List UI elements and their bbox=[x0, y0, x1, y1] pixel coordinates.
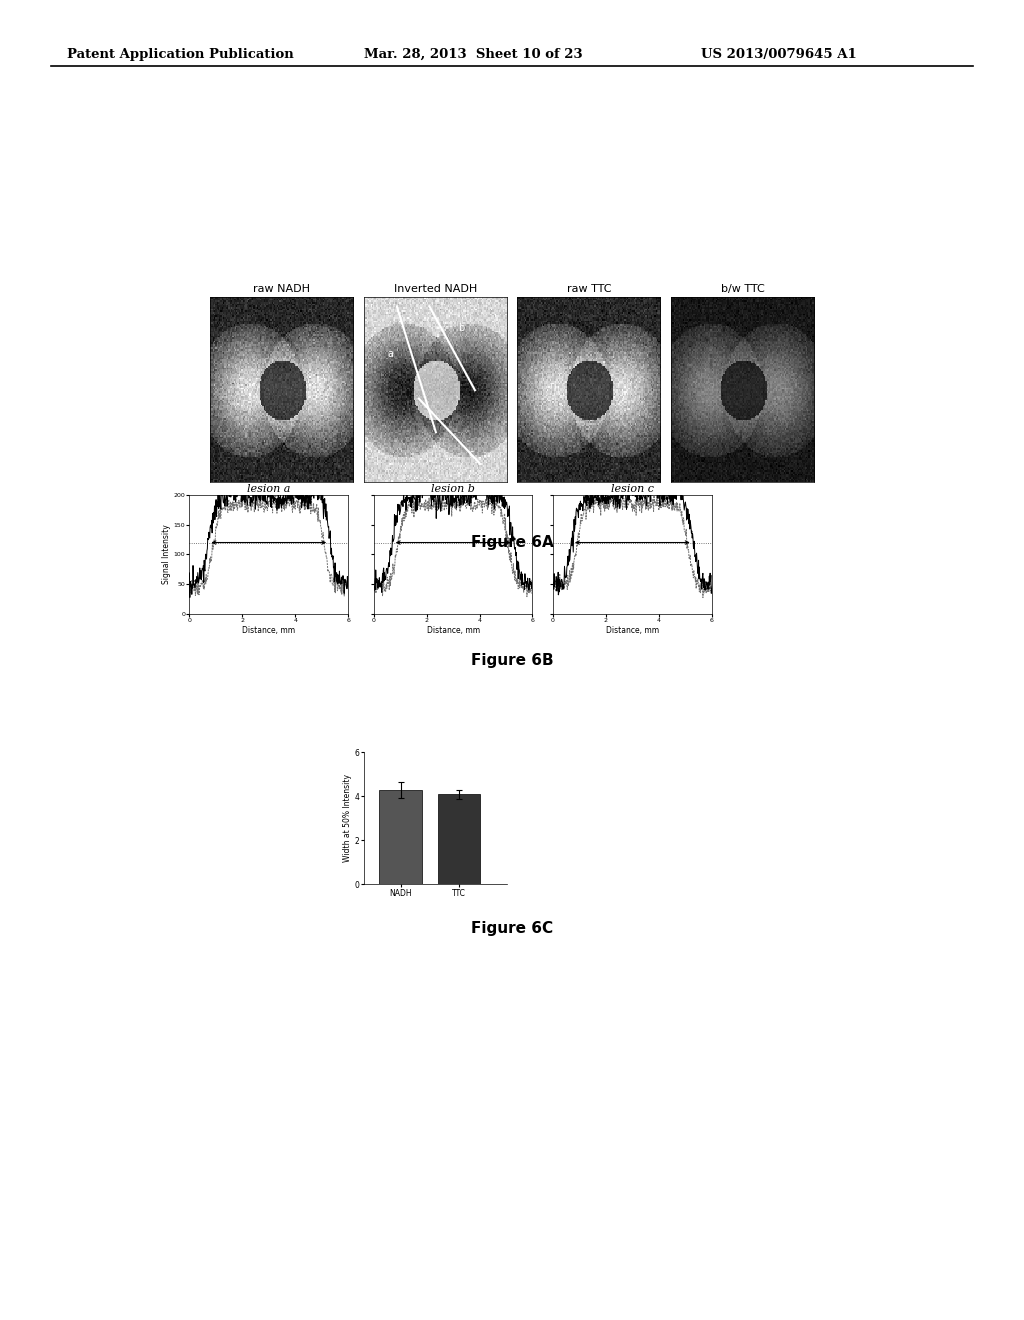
Text: b: b bbox=[458, 323, 464, 334]
X-axis label: Distance, mm: Distance, mm bbox=[606, 626, 658, 635]
Title: lesion b: lesion b bbox=[431, 484, 475, 494]
Text: raw NADH: raw NADH bbox=[253, 284, 310, 294]
Text: c: c bbox=[468, 449, 474, 459]
Title: lesion c: lesion c bbox=[611, 484, 653, 494]
Text: b/w TTC: b/w TTC bbox=[721, 284, 764, 294]
X-axis label: Distance, mm: Distance, mm bbox=[243, 626, 295, 635]
Text: Inverted NADH: Inverted NADH bbox=[393, 284, 477, 294]
Text: a: a bbox=[388, 348, 393, 359]
Text: raw TTC: raw TTC bbox=[566, 284, 611, 294]
Text: Figure 6B: Figure 6B bbox=[471, 653, 553, 668]
Text: Figure 6C: Figure 6C bbox=[471, 921, 553, 936]
Text: Patent Application Publication: Patent Application Publication bbox=[67, 49, 293, 61]
Y-axis label: Signal Intensity: Signal Intensity bbox=[162, 524, 171, 585]
Text: Mar. 28, 2013  Sheet 10 of 23: Mar. 28, 2013 Sheet 10 of 23 bbox=[364, 49, 583, 61]
Text: US 2013/0079645 A1: US 2013/0079645 A1 bbox=[701, 49, 857, 61]
Bar bbox=[438, 795, 480, 884]
Text: Figure 6A: Figure 6A bbox=[471, 535, 553, 549]
Bar bbox=[380, 789, 422, 884]
Title: lesion a: lesion a bbox=[247, 484, 291, 494]
X-axis label: Distance, mm: Distance, mm bbox=[427, 626, 479, 635]
Y-axis label: Width at 50% Intensity: Width at 50% Intensity bbox=[343, 775, 351, 862]
